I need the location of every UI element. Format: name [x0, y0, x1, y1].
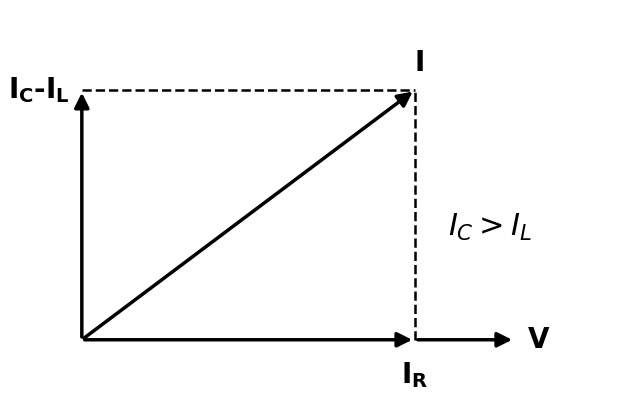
- Text: $\mathbf{I_R}$: $\mathbf{I_R}$: [401, 361, 429, 390]
- Text: $\mathbf{I_C}$-$\mathbf{I_L}$: $\mathbf{I_C}$-$\mathbf{I_L}$: [8, 75, 69, 105]
- Text: $\mathbf{I}$: $\mathbf{I}$: [414, 50, 424, 77]
- Text: $I_C > I_L$: $I_C > I_L$: [448, 212, 532, 243]
- Text: $\mathbf{V}$: $\mathbf{V}$: [528, 326, 551, 354]
